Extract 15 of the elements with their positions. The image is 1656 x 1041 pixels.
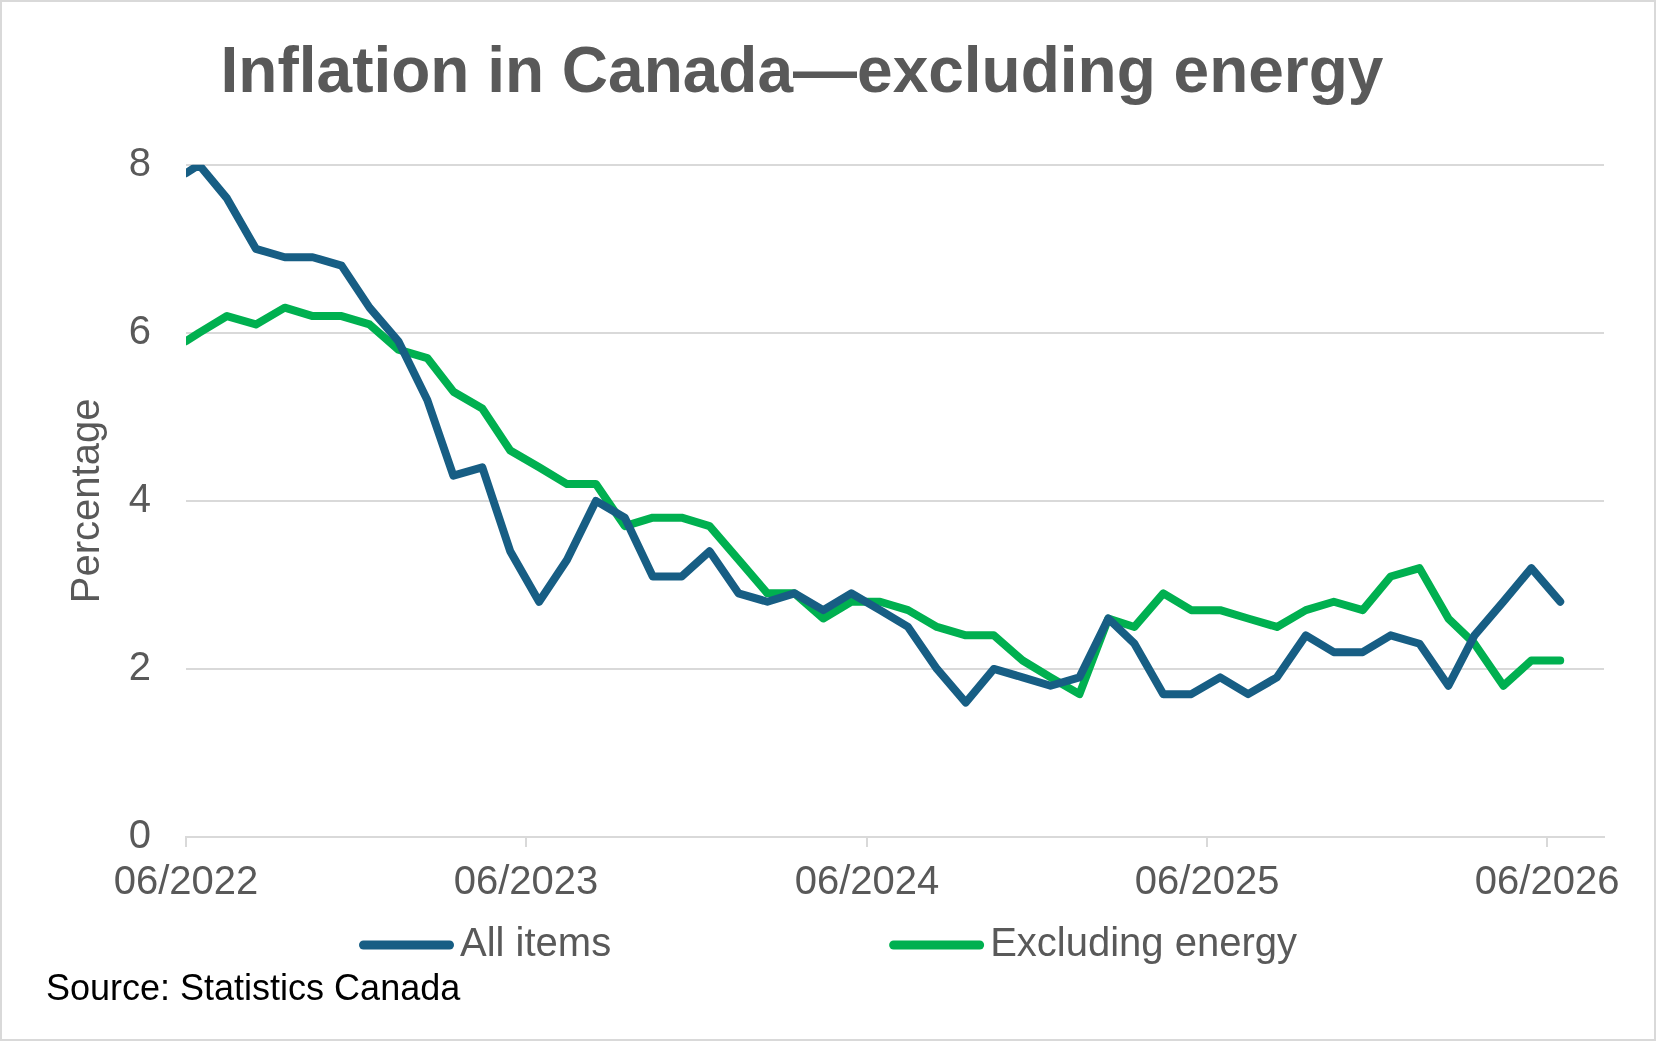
x-tick-label: 06/2025 <box>1134 858 1280 903</box>
chart-title: Inflation in Canada—excluding energy <box>220 34 1384 107</box>
legend-label: All items <box>460 920 612 965</box>
x-tick-label: 06/2023 <box>453 858 599 903</box>
x-tick-label: 06/2026 <box>1474 858 1620 903</box>
y-tick-label: 4 <box>128 475 151 520</box>
legend-label: Excluding energy <box>990 920 1297 965</box>
y-tick-label: 6 <box>128 307 151 352</box>
y-tick-label: 2 <box>128 643 151 688</box>
y-axis-title: Percentage <box>63 398 108 604</box>
x-tick-label: 06/2022 <box>113 858 259 903</box>
source-note: Source: Statistics Canada <box>46 966 462 1008</box>
x-tick-label: 06/2024 <box>794 858 940 903</box>
y-tick-label: 8 <box>128 139 151 184</box>
y-tick-label: 0 <box>128 812 151 857</box>
